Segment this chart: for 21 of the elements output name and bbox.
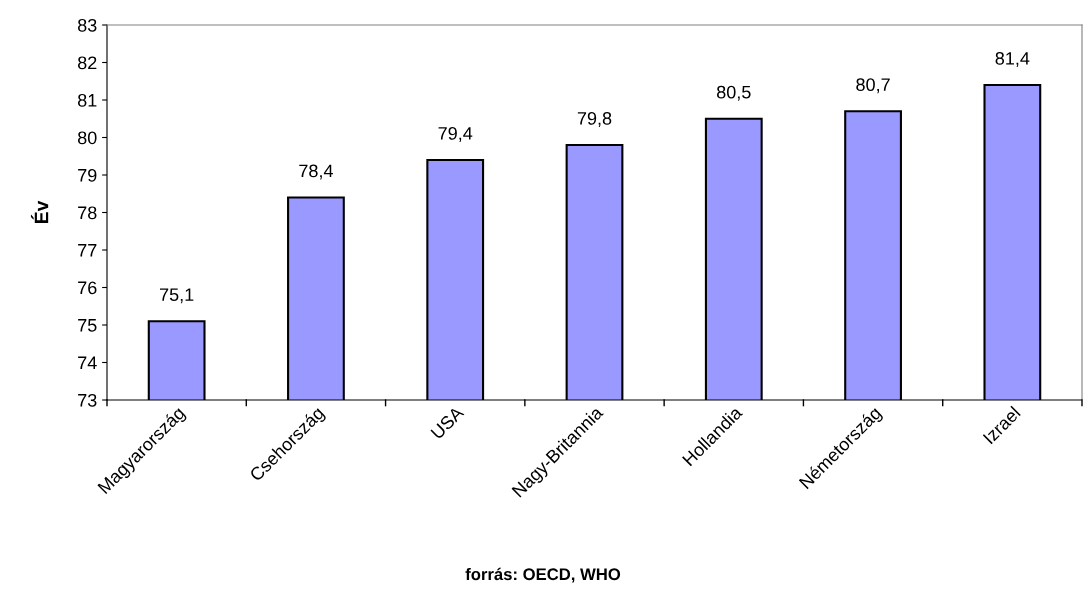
y-tick-label: 81 <box>77 93 97 107</box>
data-label: 80,7 <box>856 78 890 94</box>
data-label: 78,4 <box>299 164 333 180</box>
y-tick-label: 80 <box>77 131 97 145</box>
y-tick-label: 79 <box>78 168 97 182</box>
y-tick-label: 76 <box>78 281 97 295</box>
y-tick-label: 75 <box>78 319 97 332</box>
data-label: 79,8 <box>577 111 612 127</box>
y-tick-label: 82 <box>77 56 97 70</box>
data-label: 75,1 <box>160 288 194 304</box>
text: forrás: OECD, WHO <box>465 567 621 583</box>
y-tick-label: 73 <box>78 393 97 407</box>
y-tick-label: 78 <box>78 206 97 220</box>
y-tick-label: 83 <box>77 18 97 32</box>
data-label: 80,5 <box>717 85 751 101</box>
data-label: 79,4 <box>438 126 473 142</box>
x-tick-label: USA <box>430 405 465 440</box>
y-tick-label: 77 <box>78 244 97 257</box>
y-tick-label: 74 <box>78 356 97 370</box>
data-label: 81,4 <box>995 51 1030 67</box>
y-axis-title: Év <box>30 200 49 224</box>
